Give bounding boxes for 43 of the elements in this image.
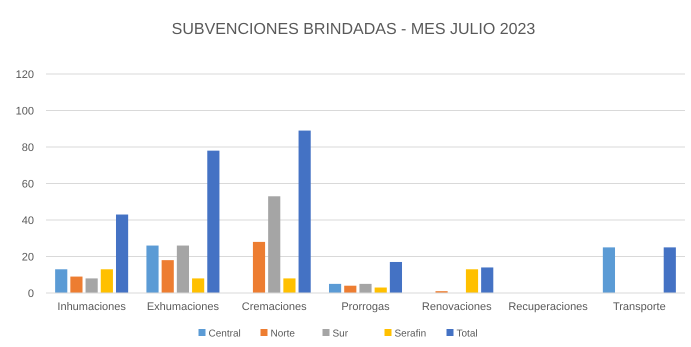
x-tick-label: Exhumaciones: [146, 301, 220, 313]
bar: [162, 260, 174, 293]
bar: [252, 242, 266, 293]
bar: [602, 247, 616, 293]
bar: [86, 278, 98, 293]
legend-label: Total: [456, 328, 478, 340]
bar: [192, 278, 204, 293]
bar: [283, 278, 296, 293]
bar: [70, 276, 83, 293]
bar: [116, 214, 128, 293]
bar: [268, 196, 280, 293]
bar: [100, 269, 113, 293]
x-tick-label: Transporte: [612, 301, 666, 313]
legend-label: Norte: [270, 328, 296, 340]
x-tick-label: Cremaciones: [242, 301, 308, 313]
bar: [207, 150, 220, 293]
x-tick-label: Inhumaciones: [57, 301, 126, 313]
bar: [344, 286, 356, 293]
y-tick-label: 40: [22, 214, 34, 227]
legend-label: Central: [208, 328, 241, 340]
bar: [176, 246, 190, 293]
x-tick-label: Prorrogas: [341, 301, 390, 313]
legend-label: Serafin: [394, 328, 426, 340]
bar: [466, 269, 478, 293]
y-tick-label: 60: [22, 178, 34, 190]
bar: [328, 284, 342, 293]
chart-title: SUBVENCIONES BRINDADAS - MES JULIO 2023: [172, 21, 536, 38]
bar: [55, 269, 68, 293]
bar: [664, 247, 676, 293]
y-tick-label: 100: [16, 105, 34, 118]
bar: [146, 246, 159, 293]
y-tick-label: 20: [22, 251, 34, 264]
y-tick-label: 0: [28, 288, 34, 300]
y-tick-label: 80: [22, 142, 34, 154]
bar: [298, 130, 311, 293]
x-tick-label: Renovaciones: [422, 301, 492, 313]
bar: [481, 267, 494, 293]
bar: [374, 288, 387, 293]
y-tick-label: 120: [16, 68, 34, 81]
bar: [390, 262, 402, 293]
legend-label: Sur: [332, 328, 349, 340]
x-tick-label: Recuperaciones: [508, 301, 588, 313]
bar: [359, 284, 372, 293]
